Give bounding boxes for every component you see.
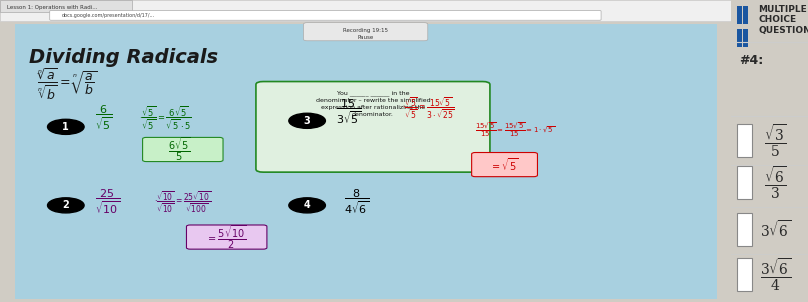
Text: $=\sqrt{5}$: $=\sqrt{5}$ [490, 156, 519, 173]
Text: $\dfrac{\sqrt{6}}{3}$: $\dfrac{\sqrt{6}}{3}$ [764, 165, 787, 201]
Circle shape [48, 119, 84, 134]
FancyBboxPatch shape [256, 82, 490, 172]
Text: 4: 4 [304, 200, 310, 210]
Text: $= \dfrac{5\sqrt{10}}{2}$: $= \dfrac{5\sqrt{10}}{2}$ [206, 223, 247, 251]
FancyBboxPatch shape [738, 29, 742, 47]
Text: 1: 1 [62, 122, 69, 132]
Text: $\dfrac{8}{4\sqrt{6}}$: $\dfrac{8}{4\sqrt{6}}$ [343, 188, 368, 217]
Text: $\dfrac{\sqrt{3}}{5}$: $\dfrac{\sqrt{3}}{5}$ [764, 122, 787, 159]
FancyBboxPatch shape [142, 137, 223, 162]
Text: You ______ ______ in the
denominator – rewrite the simplified
expression after r: You ______ ______ in the denominator – r… [316, 91, 430, 117]
Circle shape [48, 198, 84, 213]
Text: Lesson 1: Operations with Radi...: Lesson 1: Operations with Radi... [7, 5, 98, 10]
Circle shape [288, 113, 326, 128]
FancyBboxPatch shape [304, 23, 427, 41]
Text: Pause: Pause [357, 35, 374, 40]
FancyBboxPatch shape [0, 0, 731, 21]
Text: $3\sqrt{6}$: $3\sqrt{6}$ [760, 219, 792, 240]
FancyBboxPatch shape [743, 29, 747, 47]
FancyBboxPatch shape [737, 258, 752, 291]
Text: $\cdot \dfrac{\sqrt{5}}{\sqrt{5}} = \dfrac{15\sqrt{5}}{3 \cdot \sqrt{25}}$: $\cdot \dfrac{\sqrt{5}}{\sqrt{5}} = \dfr… [402, 96, 455, 121]
Text: $\dfrac{25}{\sqrt{10}}$: $\dfrac{25}{\sqrt{10}}$ [95, 188, 120, 217]
FancyBboxPatch shape [737, 213, 752, 246]
Text: #4:: #4: [739, 54, 764, 67]
Text: MULTIPLE CHOICE QUESTION: MULTIPLE CHOICE QUESTION [758, 5, 808, 34]
Text: $\dfrac{\sqrt[n]{a}}{\sqrt[n]{b}} = \sqrt[n]{\dfrac{a}{b}}$: $\dfrac{\sqrt[n]{a}}{\sqrt[n]{b}} = \sqr… [36, 67, 97, 102]
Text: 3: 3 [304, 116, 310, 126]
Text: $\dfrac{15}{3\sqrt{5}}$: $\dfrac{15}{3\sqrt{5}}$ [336, 98, 361, 126]
Text: 2: 2 [62, 200, 69, 210]
Text: $\dfrac{6\sqrt{5}}{5}$: $\dfrac{6\sqrt{5}}{5}$ [168, 136, 191, 163]
FancyBboxPatch shape [743, 6, 747, 24]
FancyBboxPatch shape [738, 6, 742, 24]
FancyBboxPatch shape [15, 24, 717, 299]
Text: docs.google.com/presentation/d/17/...: docs.google.com/presentation/d/17/... [62, 13, 155, 18]
FancyBboxPatch shape [472, 153, 537, 177]
FancyBboxPatch shape [737, 166, 752, 199]
Text: Recording 19:15: Recording 19:15 [343, 28, 388, 33]
Text: $\cdot \dfrac{\sqrt{5}}{\sqrt{5}} = \dfrac{6\sqrt{5}}{\sqrt{5}\cdot 5}$: $\cdot \dfrac{\sqrt{5}}{\sqrt{5}} = \dfr… [139, 104, 191, 132]
Text: $\dfrac{3\sqrt{6}}{4}$: $\dfrac{3\sqrt{6}}{4}$ [760, 257, 792, 293]
Text: $\cdot \dfrac{\sqrt{10}}{\sqrt{10}} = \dfrac{25\sqrt{10}}{\sqrt{100}}$: $\cdot \dfrac{\sqrt{10}}{\sqrt{10}} = \d… [154, 190, 211, 215]
FancyBboxPatch shape [187, 225, 267, 249]
FancyBboxPatch shape [0, 0, 132, 12]
Text: $\dfrac{6}{\sqrt{5}}$: $\dfrac{6}{\sqrt{5}}$ [95, 104, 113, 132]
Text: Dividing Radicals: Dividing Radicals [29, 48, 218, 67]
FancyBboxPatch shape [737, 124, 752, 157]
Text: $\dfrac{15\sqrt{5}}{15} = \dfrac{15\sqrt{5}}{15} = 1\cdot\sqrt{5}$: $\dfrac{15\sqrt{5}}{15} = \dfrac{15\sqrt… [475, 120, 555, 139]
FancyBboxPatch shape [50, 11, 601, 20]
Circle shape [288, 198, 326, 213]
